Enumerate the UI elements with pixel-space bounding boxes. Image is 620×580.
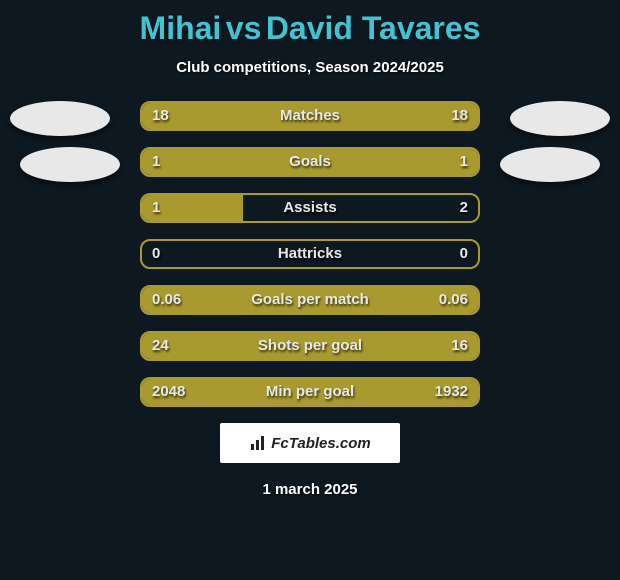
stat-label: Goals <box>142 149 478 175</box>
stat-label: Goals per match <box>142 287 478 313</box>
stat-label: Shots per goal <box>142 333 478 359</box>
stat-value-right: 0.06 <box>439 287 468 313</box>
stat-value-right: 0 <box>460 241 468 267</box>
stat-row: 2048Min per goal1932 <box>140 377 480 407</box>
stat-row: 1Assists2 <box>140 193 480 223</box>
branding-text: FcTables.com <box>271 435 370 452</box>
bars-list: 18Matches181Goals11Assists20Hattricks00.… <box>140 101 480 407</box>
player2-avatar-top <box>510 101 610 136</box>
stat-value-right: 1 <box>460 149 468 175</box>
stat-label: Matches <box>142 103 478 129</box>
title: Mihai vs David Tavares <box>0 0 620 47</box>
stat-row: 0Hattricks0 <box>140 239 480 269</box>
stat-value-right: 18 <box>451 103 468 129</box>
stat-value-right: 2 <box>460 195 468 221</box>
branding-logo: FcTables.com <box>220 423 400 463</box>
stat-row: 1Goals1 <box>140 147 480 177</box>
player1-avatar-bottom <box>20 147 120 182</box>
stats-container: 18Matches181Goals11Assists20Hattricks00.… <box>0 101 620 407</box>
stat-label: Assists <box>142 195 478 221</box>
stat-row: 0.06Goals per match0.06 <box>140 285 480 315</box>
chart-icon <box>249 434 267 452</box>
stat-label: Min per goal <box>142 379 478 405</box>
stat-value-right: 16 <box>451 333 468 359</box>
date-text: 1 march 2025 <box>0 481 620 498</box>
title-player1: Mihai <box>140 10 222 46</box>
title-player2: David Tavares <box>266 10 481 46</box>
stat-label: Hattricks <box>142 241 478 267</box>
title-vs: vs <box>226 10 262 46</box>
stat-row: 24Shots per goal16 <box>140 331 480 361</box>
player2-avatar-bottom <box>500 147 600 182</box>
stat-value-right: 1932 <box>435 379 468 405</box>
subtitle: Club competitions, Season 2024/2025 <box>0 59 620 76</box>
player1-avatar-top <box>10 101 110 136</box>
stat-row: 18Matches18 <box>140 101 480 131</box>
